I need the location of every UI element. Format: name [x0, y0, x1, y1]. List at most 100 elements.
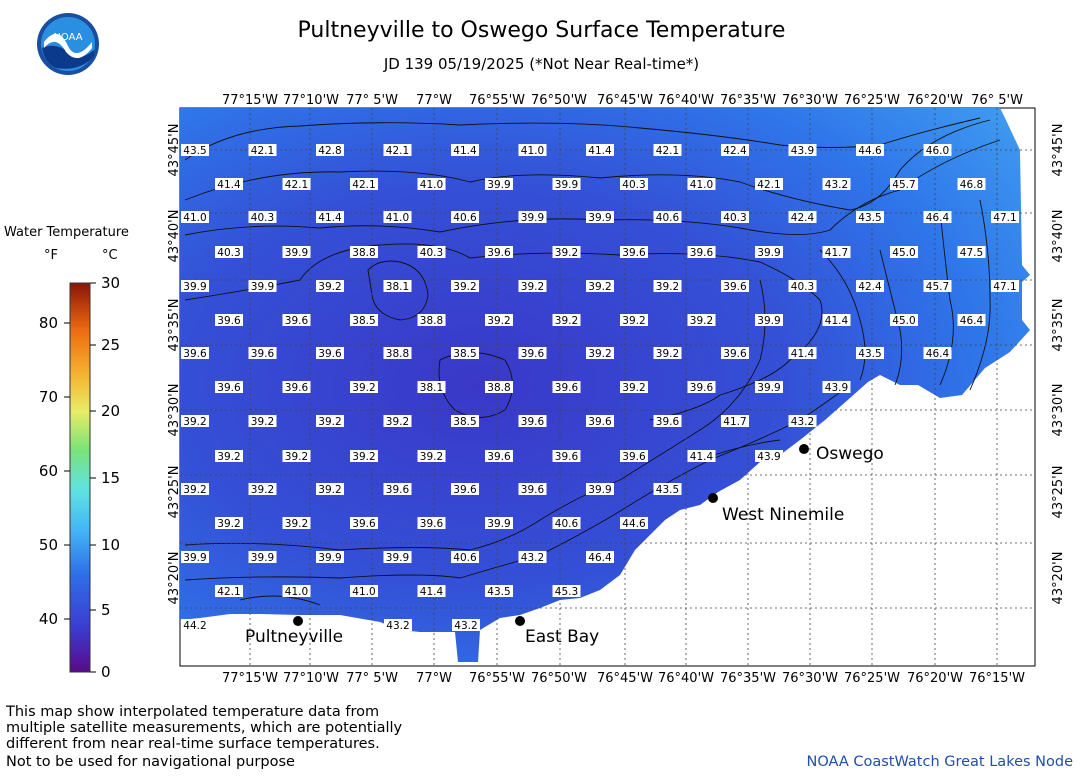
temp-label: 45.0: [890, 246, 918, 259]
svg-text:39.2: 39.2: [386, 416, 409, 428]
temp-label: 39.6: [653, 415, 682, 428]
temp-label: 41.4: [687, 450, 716, 463]
temp-label: 39.6: [383, 483, 412, 496]
svg-text:39.2: 39.2: [285, 451, 308, 463]
svg-text:39.6: 39.6: [690, 247, 714, 259]
lat-label: 43°25'N: [167, 466, 182, 519]
svg-text:39.2: 39.2: [251, 484, 274, 496]
svg-text:39.2: 39.2: [352, 451, 375, 463]
footnote-line: multiple satellite measurements, which a…: [6, 720, 403, 736]
temp-label: 41.0: [687, 178, 716, 191]
lon-label: 76°55'W: [469, 93, 525, 108]
temp-label: 39.9: [181, 551, 209, 564]
temp-label: 39.6: [350, 517, 378, 530]
temp-label: 43.5: [856, 211, 884, 224]
svg-text:39.9: 39.9: [521, 212, 544, 224]
temp-label: 39.2: [552, 246, 581, 259]
temp-label: 40.3: [620, 178, 648, 191]
temp-label: 39.9: [316, 551, 344, 564]
temp-label: 43.9: [755, 450, 783, 463]
svg-text:42.4: 42.4: [858, 281, 882, 293]
svg-text:40.3: 40.3: [723, 212, 746, 224]
place-markers: Oswego West Ninemile Pultneyville East B…: [245, 444, 884, 647]
svg-text:43.5: 43.5: [656, 484, 679, 496]
temp-label: 46.4: [957, 314, 986, 327]
svg-text:43.5: 43.5: [858, 212, 881, 224]
svg-text:41.4: 41.4: [420, 586, 444, 598]
lat-labels-left: 43°45'N 43°40'N 43°35'N 43°30'N 43°25'N 43°20…: [167, 124, 182, 605]
svg-text:39.9: 39.9: [588, 484, 611, 496]
lon-label: 77°15'W: [222, 93, 278, 108]
temp-label: 39.6: [518, 483, 547, 496]
svg-text:39.2: 39.2: [318, 484, 341, 496]
svg-text:43.5: 43.5: [183, 145, 206, 157]
svg-text:39.9: 39.9: [318, 552, 341, 564]
svg-text:39.2: 39.2: [588, 348, 611, 360]
logo-text: NOAA: [53, 32, 82, 43]
svg-text:43.2: 43.2: [454, 620, 477, 632]
temp-label: 38.8: [383, 347, 412, 360]
temp-label: 41.0: [181, 211, 209, 224]
svg-text:40.3: 40.3: [420, 247, 443, 259]
noaa-logo: NOAA: [37, 13, 99, 75]
svg-text:39.6: 39.6: [217, 382, 241, 394]
svg-text:39.9: 39.9: [285, 247, 308, 259]
svg-text:42.1: 42.1: [656, 145, 679, 157]
lon-label: 77°15'W: [222, 671, 278, 686]
svg-text:39.2: 39.2: [588, 281, 611, 293]
svg-text:41.4: 41.4: [825, 315, 849, 327]
svg-text:41.0: 41.0: [690, 179, 713, 191]
credit-link[interactable]: NOAA CoastWatch Great Lakes Node: [806, 754, 1073, 770]
temp-label: 45.3: [552, 585, 581, 598]
temp-label: 40.3: [417, 246, 446, 259]
temp-label: 43.9: [822, 381, 851, 394]
temp-label: 39.2: [181, 483, 209, 496]
svg-text:39.2: 39.2: [285, 518, 308, 530]
lon-label: 76°15'W: [969, 671, 1025, 686]
svg-text:43.2: 43.2: [791, 416, 814, 428]
svg-text:39.6: 39.6: [420, 518, 444, 530]
temp-label: 41.0: [350, 585, 378, 598]
lon-label: 76°25'W: [844, 93, 900, 108]
svg-text:39.9: 39.9: [588, 212, 611, 224]
temp-label: 43.2: [452, 619, 480, 632]
temp-label: 39.2: [620, 314, 648, 327]
lon-label: 76°50'W: [531, 671, 587, 686]
svg-text:39.2: 39.2: [622, 315, 645, 327]
navigation-disclaimer: Not to be used for navigational purpose: [6, 754, 295, 770]
temp-label: 39.9: [755, 381, 783, 394]
svg-text:42.1: 42.1: [285, 179, 308, 191]
temp-label: 41.0: [282, 585, 311, 598]
svg-text:39.2: 39.2: [318, 416, 341, 428]
svg-text:39.6: 39.6: [251, 348, 275, 360]
temp-label: 38.5: [350, 314, 378, 327]
place-east-bay: East Bay: [525, 627, 599, 647]
temp-label: 39.9: [755, 246, 783, 259]
temp-label: 41.4: [788, 347, 817, 360]
svg-text:40.3: 40.3: [217, 247, 240, 259]
temp-label: 38.1: [383, 280, 412, 293]
legend-c-tick: 30: [101, 274, 120, 292]
svg-text:39.6: 39.6: [555, 382, 579, 394]
temp-label: 39.6: [687, 381, 716, 394]
svg-text:42.1: 42.1: [217, 586, 240, 598]
temp-label: 46.4: [923, 347, 952, 360]
temp-label: 38.5: [451, 415, 479, 428]
svg-text:43.2: 43.2: [825, 179, 848, 191]
temp-label: 39.2: [417, 450, 446, 463]
lat-label: 43°45'N: [1051, 124, 1066, 177]
temp-label: 39.9: [552, 178, 581, 191]
color-bar: [69, 282, 91, 673]
temp-label: 39.2: [653, 280, 682, 293]
temp-label: 39.2: [215, 450, 243, 463]
legend-title: Water Temperature: [4, 225, 129, 240]
lon-label: 76°25'W: [844, 671, 900, 686]
svg-text:46.0: 46.0: [926, 145, 949, 157]
temp-label: 39.6: [620, 246, 648, 259]
lon-labels-bottom: 77°15'W 77°10'W 77° 5'W 77°W 76°55'W 76°50'W 7…: [222, 671, 1025, 686]
svg-text:41.4: 41.4: [690, 451, 714, 463]
temp-label: 39.9: [485, 178, 513, 191]
svg-text:39.2: 39.2: [217, 518, 240, 530]
temp-label: 42.1: [383, 144, 412, 157]
temp-label: 39.2: [653, 347, 682, 360]
